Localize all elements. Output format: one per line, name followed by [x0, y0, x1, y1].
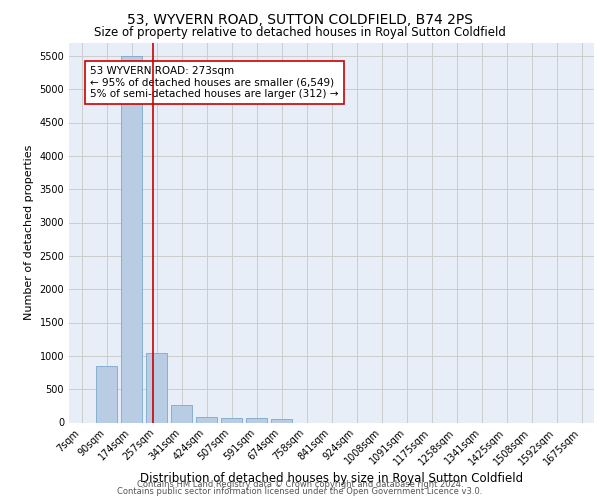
Bar [221, 418, 242, 422]
Bar [171, 404, 192, 422]
Text: Contains public sector information licensed under the Open Government Licence v3: Contains public sector information licen… [118, 488, 482, 496]
Bar [271, 419, 292, 422]
Bar [146, 352, 167, 422]
X-axis label: Distribution of detached houses by size in Royal Sutton Coldfield: Distribution of detached houses by size … [140, 472, 523, 485]
Bar [246, 418, 267, 422]
Bar [196, 417, 217, 422]
Text: 53, WYVERN ROAD, SUTTON COLDFIELD, B74 2PS: 53, WYVERN ROAD, SUTTON COLDFIELD, B74 2… [127, 12, 473, 26]
Bar [96, 366, 117, 422]
Text: Contains HM Land Registry data © Crown copyright and database right 2024.: Contains HM Land Registry data © Crown c… [137, 480, 463, 489]
Bar [121, 56, 142, 422]
Y-axis label: Number of detached properties: Number of detached properties [24, 145, 34, 320]
Text: Size of property relative to detached houses in Royal Sutton Coldfield: Size of property relative to detached ho… [94, 26, 506, 39]
Text: 53 WYVERN ROAD: 273sqm
← 95% of detached houses are smaller (6,549)
5% of semi-d: 53 WYVERN ROAD: 273sqm ← 95% of detached… [90, 66, 339, 99]
